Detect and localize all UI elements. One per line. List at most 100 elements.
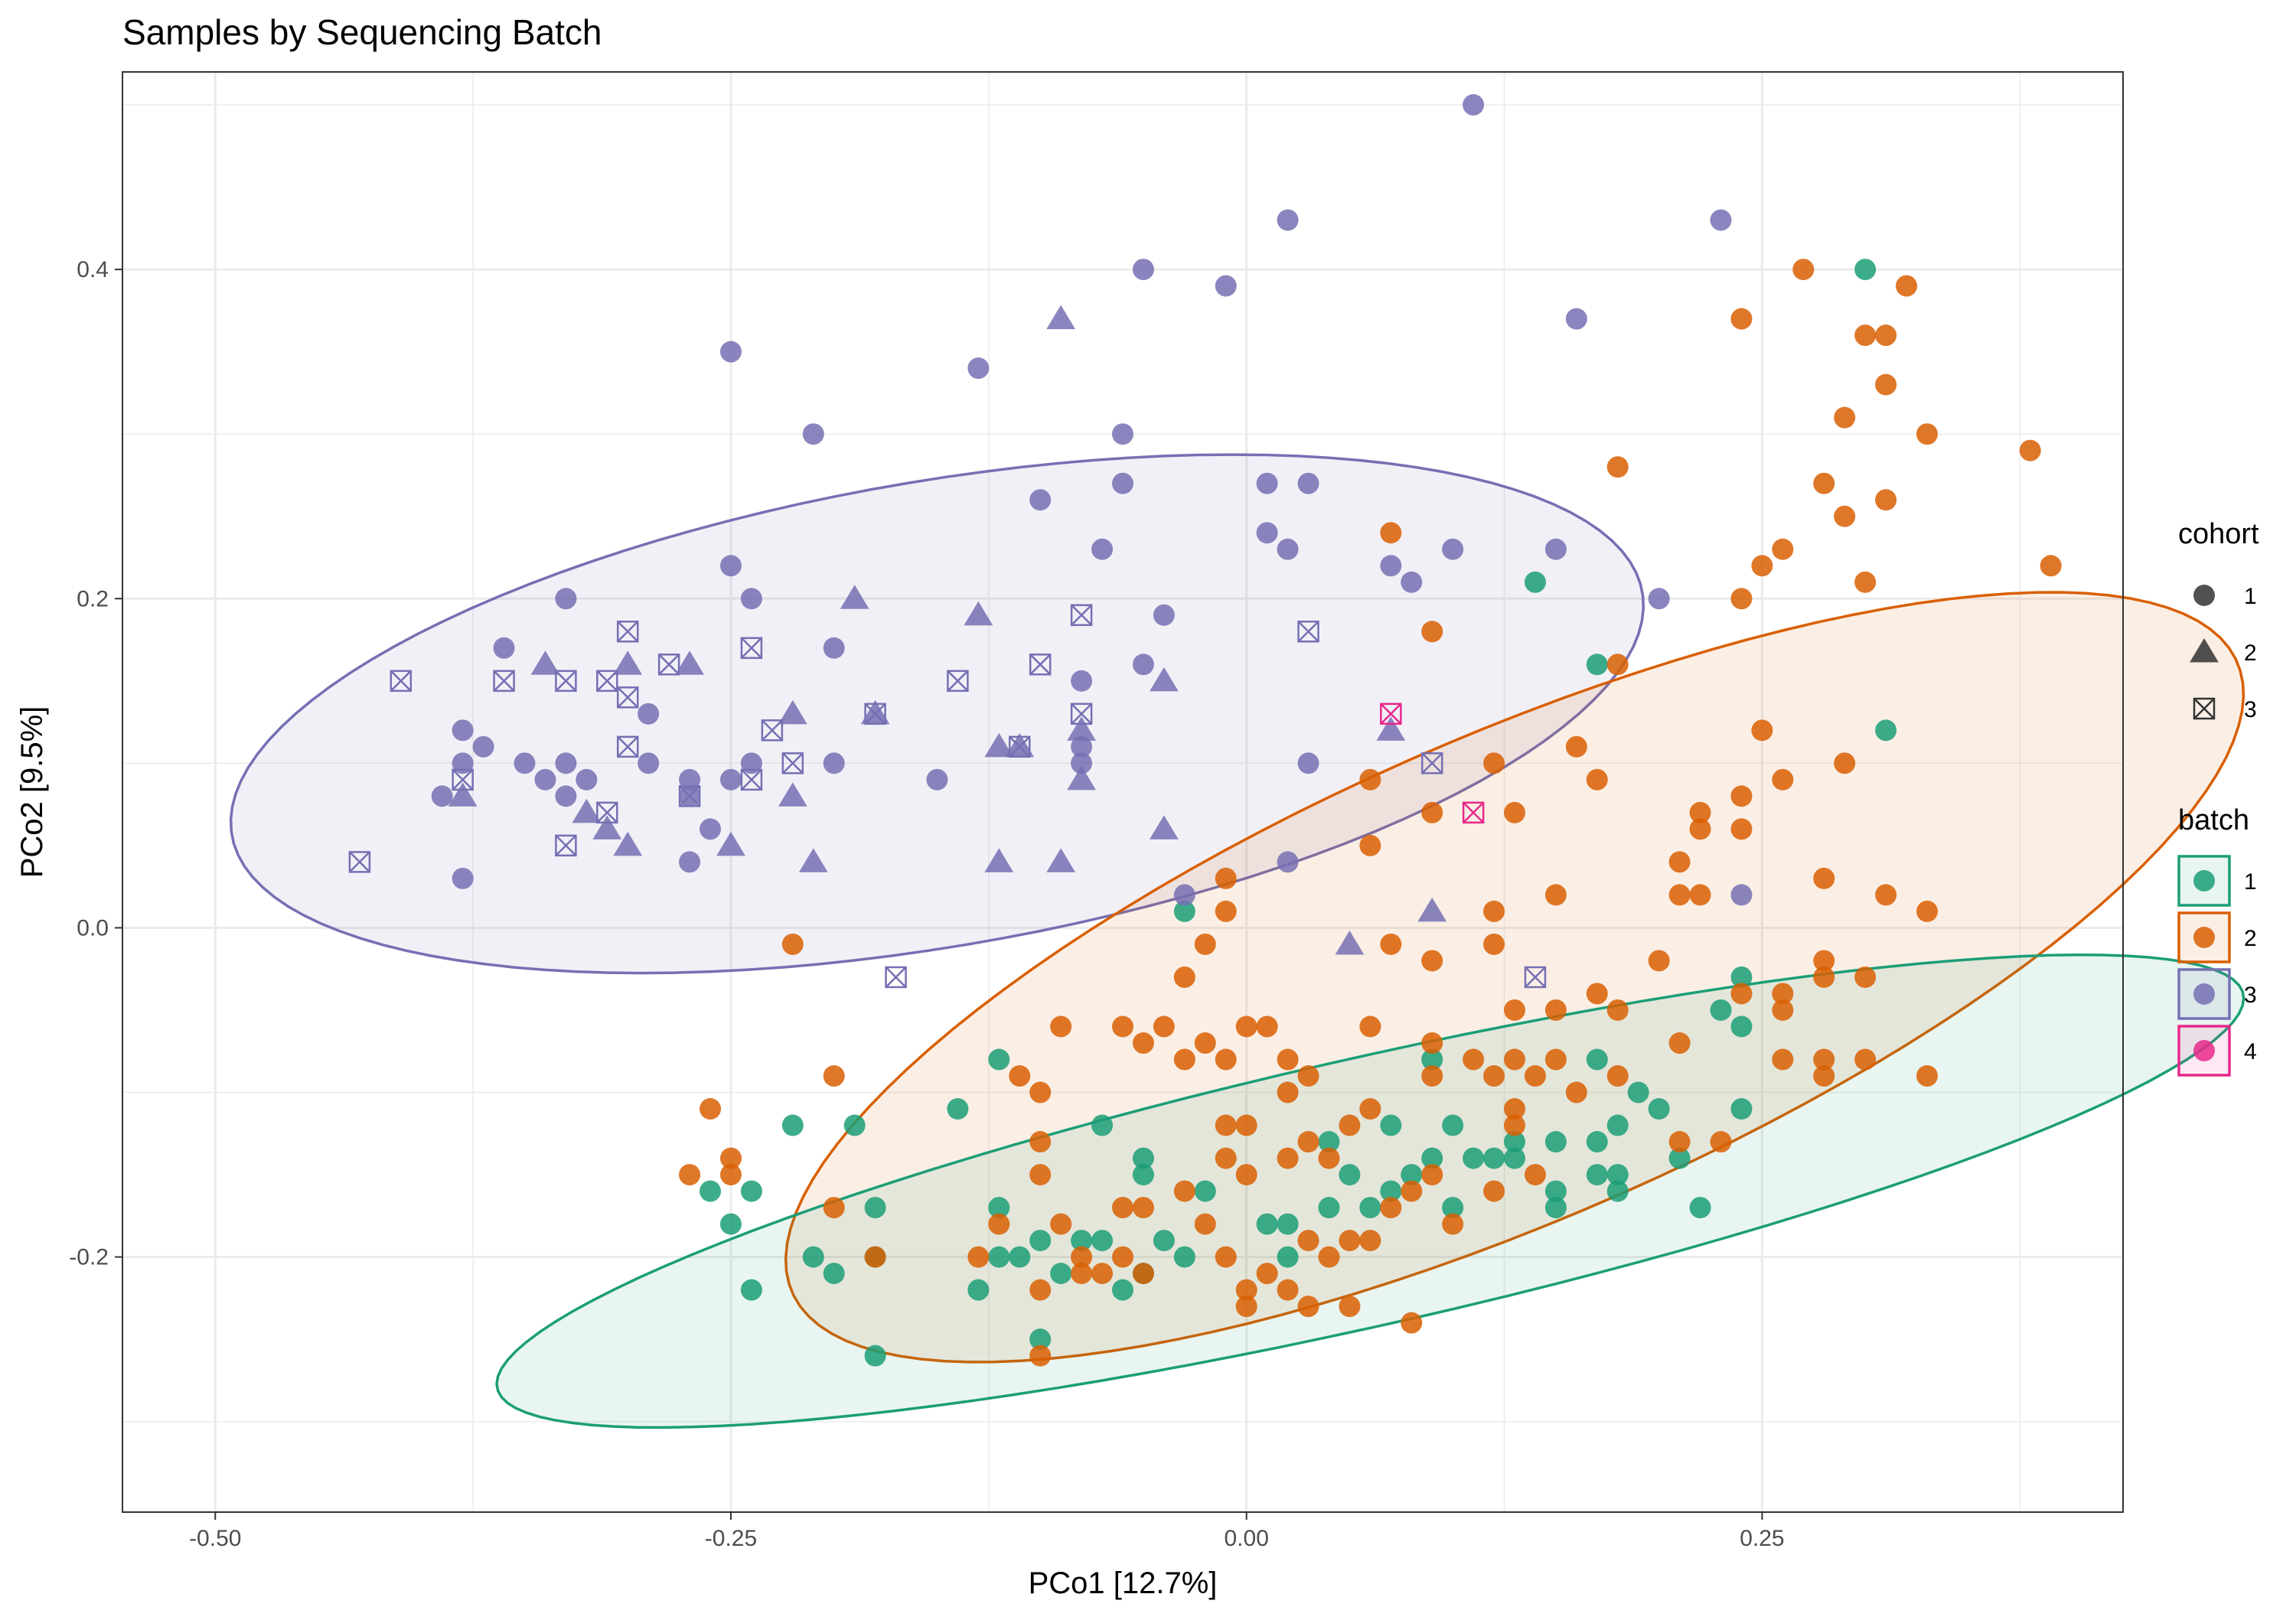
point-batch-1-cohort-1 (1421, 1147, 1443, 1169)
point-batch-3-cohort-2 (1046, 848, 1076, 872)
point-batch-2-cohort-1 (1297, 1296, 1319, 1318)
point-batch-1-cohort-1 (864, 1345, 886, 1367)
point-batch-3-cohort-1 (1071, 735, 1093, 758)
point-batch-3-cohort-3 (452, 768, 474, 791)
point-batch-2-cohort-1 (1463, 1048, 1485, 1071)
point-batch-3-cohort-2 (1335, 930, 1365, 955)
point-batch-3-cohort-3 (596, 801, 618, 824)
point-batch-3-cohort-3 (616, 621, 639, 643)
point-batch-3-cohort-2 (840, 585, 869, 609)
point-batch-2-cohort-1 (1916, 900, 1938, 922)
x-axis-title: PCo1 [12.7%] (1029, 1566, 1218, 1600)
point-batch-3-cohort-2 (1149, 667, 1179, 692)
point-batch-3-cohort-3 (1009, 735, 1031, 758)
point-batch-2-cohort-1 (1606, 456, 1629, 478)
point-batch-1-cohort-1 (1380, 1114, 1402, 1136)
chart-title: Samples by Sequencing Batch (122, 12, 602, 52)
point-batch-2-cohort-1 (679, 1164, 701, 1186)
point-batch-1-cohort-1 (1586, 1164, 1608, 1186)
point-batch-3-cohort-1 (1091, 538, 1114, 560)
point-batch-1-cohort-1 (947, 1098, 969, 1120)
point-batch-2-cohort-1 (1586, 983, 1608, 1005)
y-axis-ticks: -0.2 0.0 0.2 0.4 (69, 257, 122, 1270)
point-batch-2-cohort-1 (1401, 1180, 1423, 1202)
point-batch-2-cohort-1 (719, 1164, 742, 1186)
point-batch-2-cohort-1 (1834, 406, 1856, 429)
point-batch-1-cohort-1 (988, 1048, 1010, 1071)
point-batch-2-cohort-1 (1318, 1246, 1340, 1268)
point-batch-2-cohort-1 (1483, 1180, 1505, 1202)
point-batch-1-cohort-1 (1463, 1147, 1485, 1169)
point-batch-1-cohort-1 (1132, 1147, 1154, 1169)
point-batch-3-cohort-1 (1153, 604, 1175, 626)
point-batch-2-cohort-1 (1668, 884, 1691, 906)
point-batch-2-cohort-1 (1029, 1131, 1052, 1153)
point-batch-3-cohort-1 (740, 752, 762, 774)
point-batch-1-cohort-1 (1401, 1164, 1423, 1186)
point-batch-2-cohort-1 (1483, 900, 1505, 922)
point-batch-3-cohort-1 (1215, 275, 1237, 297)
point-batch-3-cohort-1 (1710, 209, 1732, 231)
point-batch-3-cohort-1 (1071, 670, 1093, 692)
point-batch-3-cohort-3 (678, 785, 701, 807)
point-batch-2-cohort-1 (1215, 1246, 1237, 1268)
point-batch-2-cohort-1 (1710, 1131, 1732, 1153)
point-batch-3-cohort-1 (493, 637, 515, 659)
point-batch-2-cohort-1 (1256, 1263, 1278, 1285)
point-batch-3-cohort-1 (431, 785, 453, 807)
point-batch-2-cohort-1 (1813, 867, 1835, 889)
point-batch-2-cohort-1 (1235, 1114, 1257, 1136)
point-batch-1-cohort-1 (1091, 1230, 1114, 1252)
point-batch-2-cohort-1 (1524, 1065, 1546, 1087)
point-batch-2-cohort-1 (719, 1147, 742, 1169)
point-batch-2-cohort-1 (1091, 1263, 1114, 1285)
point-batch-2-cohort-1 (1173, 966, 1195, 988)
point-batch-1-cohort-1 (1071, 1230, 1093, 1252)
point-batch-4-cohort-3 (1380, 702, 1402, 725)
point-batch-3-cohort-1 (452, 719, 474, 742)
point-batch-3-cohort-3 (885, 966, 907, 989)
point-batch-3-cohort-3 (1070, 604, 1093, 627)
point-batch-1-cohort-1 (1627, 1081, 1649, 1103)
legend-batch-title: batch (2178, 804, 2249, 836)
point-batch-3-cohort-1 (1277, 209, 1299, 231)
point-batch-2-cohort-1 (1751, 719, 1773, 742)
point-batch-3-cohort-1 (1256, 472, 1278, 494)
point-batch-3-cohort-3 (616, 735, 639, 758)
point-batch-2-cohort-1 (1504, 801, 1526, 823)
point-batch-2-cohort-1 (1277, 1147, 1299, 1169)
y-tick-label: -0.2 (69, 1245, 109, 1270)
point-batch-3-cohort-1 (534, 768, 556, 790)
point-batch-2-cohort-1 (1772, 538, 1794, 560)
legend-cohort: 1 2 3 (2190, 584, 2257, 722)
point-batch-2-cohort-1 (1606, 654, 1629, 676)
point-batch-2-cohort-1 (1606, 1065, 1629, 1087)
point-batch-2-cohort-1 (1153, 1015, 1175, 1038)
point-batch-2-cohort-1 (1132, 1197, 1154, 1219)
point-batch-3-cohort-1 (1544, 538, 1567, 560)
point-batch-3-cohort-1 (719, 341, 742, 363)
point-batch-2-cohort-1 (1380, 1197, 1402, 1219)
point-batch-2-cohort-1 (1050, 1015, 1072, 1038)
point-batch-2-cohort-1 (1854, 966, 1877, 988)
point-batch-2-cohort-1 (1194, 933, 1216, 955)
point-batch-2-cohort-1 (1215, 1114, 1237, 1136)
point-batch-2-cohort-1 (1029, 1345, 1052, 1367)
point-batch-2-cohort-1 (1730, 785, 1753, 807)
point-batch-1-cohort-1 (740, 1279, 762, 1301)
point-batch-1-cohort-1 (1544, 1180, 1567, 1202)
point-batch-2-cohort-1 (700, 1098, 722, 1120)
point-batch-3-cohort-2 (1417, 897, 1447, 922)
point-batch-3-cohort-1 (1112, 472, 1133, 494)
point-batch-1-cohort-1 (1421, 1048, 1443, 1071)
point-batch-1-cohort-1 (1339, 1164, 1361, 1186)
point-batch-2-cohort-1 (1235, 1015, 1257, 1038)
point-batch-3-cohort-2 (778, 782, 807, 807)
point-batch-3-cohort-3 (864, 702, 886, 725)
legend-cohort-title: cohort (2178, 518, 2259, 550)
point-batch-3-cohort-1 (555, 785, 577, 807)
point-batch-3-cohort-2 (613, 831, 643, 856)
point-batch-3-cohort-3 (555, 834, 577, 857)
point-batch-2-cohort-1 (1916, 1065, 1938, 1087)
